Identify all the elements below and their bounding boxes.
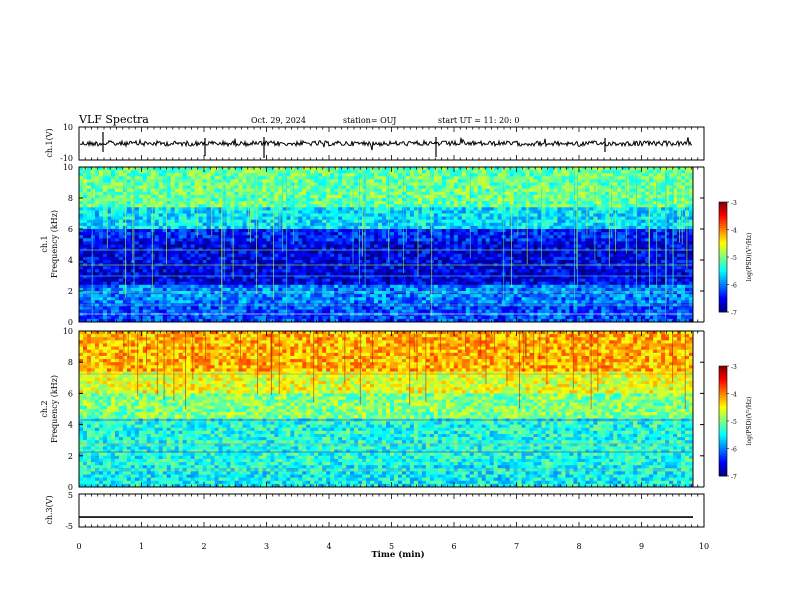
ch2-freq-ylabel-line2: Frequency (kHz) — [50, 375, 59, 443]
ch1-colorbar: -3 -4 -5 -6 -7 log(PSD)(V²/Hz) — [718, 200, 753, 317]
ch2-ytick-label-0: 0 — [68, 483, 73, 492]
ch1-ytick-top: 10 — [63, 123, 73, 132]
ch2-colorbar-tick-3: -6 — [731, 447, 737, 454]
ch1-ytick-label-4: 8 — [68, 194, 73, 203]
ch1-ytick-label-0: 0 — [68, 318, 73, 327]
ch1-colorbar-tick-0: -3 — [731, 200, 737, 207]
ch2-colorbar-tick-0: -3 — [731, 364, 737, 371]
ch3-ytick-bottom: -5 — [65, 522, 73, 531]
ch2-ytick-label-2: 4 — [68, 421, 73, 430]
ch1-ytick-bottom: -10 — [60, 154, 73, 163]
time-xlabel: Time (min) — [371, 549, 424, 560]
time-xtick-label-0: 0 — [76, 542, 81, 551]
ch2-colorbar-label: log(PSD)(V²/Hz) — [746, 397, 753, 446]
time-xtick-label-4: 4 — [326, 542, 331, 551]
station-label: station= OUJ — [343, 116, 396, 125]
ch1-ytick-label-3: 6 — [68, 225, 73, 234]
ch1-freq-ylabel-line2: Frequency (kHz) — [50, 210, 59, 278]
ch1-ytick-label-2: 4 — [68, 256, 73, 265]
ch2-spectrogram-frame — [78, 330, 694, 488]
ch1-waveform-trace — [79, 137, 692, 151]
figure-title: VLF Spectra — [78, 113, 149, 126]
ch2-ytick-label-3: 6 — [68, 389, 73, 398]
time-xtick-label-5: 5 — [389, 542, 394, 551]
time-xtick-label-9: 9 — [639, 542, 644, 551]
ch2-spectrogram-image — [79, 331, 694, 488]
time-xtick-label-2: 2 — [201, 542, 206, 551]
ch1-waveform-line — [79, 132, 692, 158]
ch1-colorbar-tick-1: -4 — [731, 228, 737, 235]
time-xtick-label-7: 7 — [514, 542, 519, 551]
ch1-colorbar-tick-2: -5 — [731, 255, 737, 262]
ch1-waveform-panel: 10 -10 ch.1(V) — [45, 123, 705, 163]
ch1-freq-ylabel-line1: ch.1 — [40, 235, 49, 252]
ch2-colorbar-tick-2: -5 — [731, 419, 737, 426]
ch2-freq-ylabel-line1: ch.2 — [40, 400, 49, 417]
ch1-ytick-label-1: 2 — [68, 287, 73, 296]
ch1-freq-yticks: 0 2 4 6 8 10 — [63, 163, 704, 327]
ch2-freq-yticks: 0 2 4 6 8 10 — [63, 327, 704, 492]
ch2-spectrogram-panel: 0 2 4 6 8 10 ch.2 Frequency (kHz) — [40, 327, 705, 492]
ch2-ytick-label-4: 8 — [68, 358, 73, 367]
time-xtick-label-10: 10 — [699, 542, 709, 551]
ch1-colorbar-label: log(PSD)(V²/Hz) — [746, 233, 753, 282]
time-xtick-label-3: 3 — [264, 542, 269, 551]
ch1-spectrogram-image — [79, 167, 694, 323]
start-time-label: start UT = 11: 20: 0 — [438, 116, 519, 125]
ch2-ytick-label-5: 10 — [63, 327, 73, 336]
time-xtick-label-8: 8 — [576, 542, 581, 551]
ch2-ytick-label-1: 2 — [68, 452, 73, 461]
ch1-colorbar-tick-3: -6 — [731, 283, 737, 290]
ch1-volt-ylabel: ch.1(V) — [45, 128, 54, 157]
ch3-waveform-panel: 5 -5 ch.3(V) — [45, 491, 705, 531]
time-xticks: 0 1 2 3 4 5 6 7 8 9 10 — [76, 127, 709, 551]
ch3-ytick-top: 5 — [68, 491, 73, 500]
ch2-colorbar-tick-4: -7 — [731, 474, 737, 481]
ch3-volt-ylabel: ch.3(V) — [45, 495, 54, 524]
time-xtick-label-1: 1 — [139, 542, 144, 551]
ch1-colorbar-tick-4: -7 — [731, 310, 737, 317]
ch2-colorbar: -3 -4 -5 -6 -7 log(PSD)(V²/Hz) — [718, 364, 753, 481]
date-label: Oct. 29, 2024 — [251, 116, 306, 125]
ch1-spectrogram-panel: 0 2 4 6 8 10 ch.1 Frequency (kHz) — [40, 163, 705, 327]
ch1-ytick-label-5: 10 — [63, 163, 73, 172]
ch2-colorbar-tick-1: -4 — [731, 392, 737, 399]
time-xtick-label-6: 6 — [451, 542, 456, 551]
ch1-spectrogram-frame — [78, 166, 694, 323]
